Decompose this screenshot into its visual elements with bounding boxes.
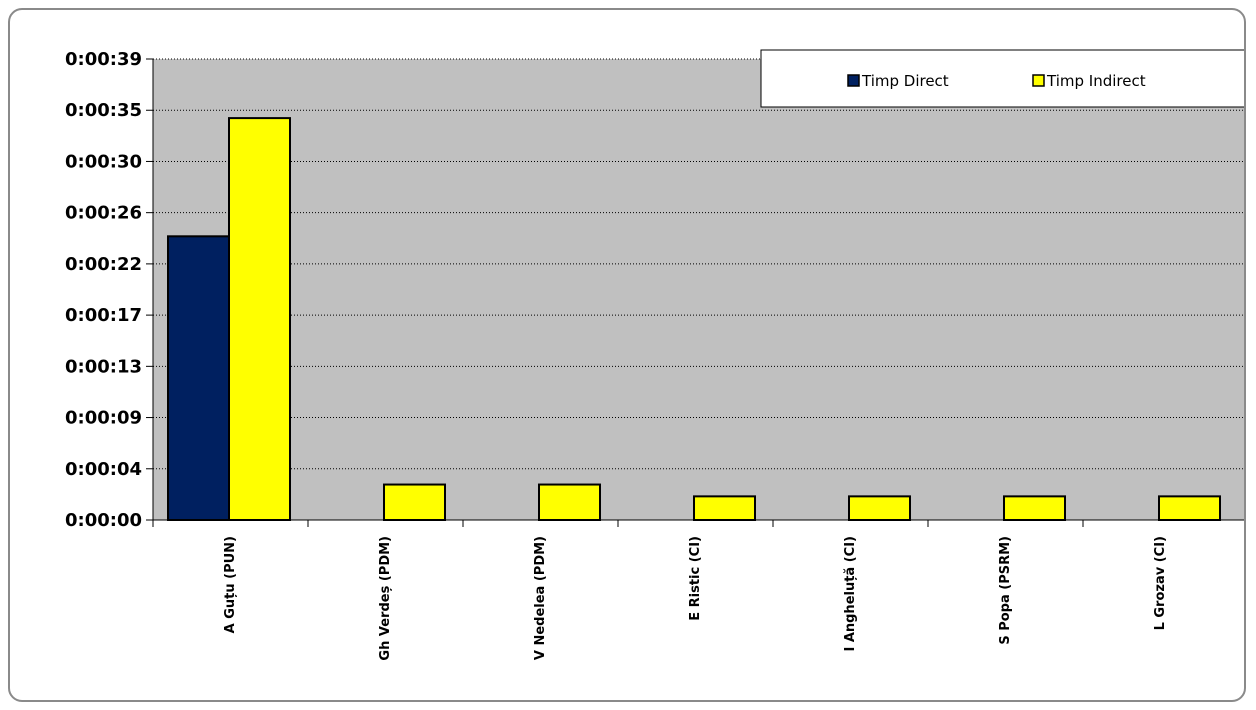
legend-label: Timp Indirect	[1046, 72, 1146, 90]
y-tick-label: 0:00:39	[65, 49, 142, 70]
y-tick-label: 0:00:00	[65, 510, 142, 531]
bar-indirect	[693, 495, 756, 522]
legend-swatch	[1032, 74, 1045, 87]
bar-indirect	[538, 483, 601, 521]
x-tick-label: A Guțu (PUN)	[223, 536, 238, 633]
y-tick-label: 0:00:30	[65, 151, 142, 172]
bar-indirect	[383, 483, 446, 521]
y-tick-label: 0:00:13	[65, 356, 142, 377]
bar-direct	[167, 235, 230, 522]
y-tick-label: 0:00:35	[65, 100, 142, 121]
bar-chart: 0:00:00 0:00:04 0:00:09 0:00:13 0:00:17 0:00:…	[65, 49, 1244, 661]
y-tick-label: 0:00:22	[65, 254, 142, 275]
bar-indirect	[228, 117, 291, 521]
legend-swatch	[847, 74, 860, 87]
legend-label: Timp Direct	[861, 72, 949, 90]
x-tick-label: I Angheluță (CI)	[843, 536, 858, 652]
chart-frame: 0:00:00 0:00:04 0:00:09 0:00:13 0:00:17 0:00:…	[8, 8, 1246, 702]
x-tick-label: L Grozav (CI)	[1153, 536, 1168, 630]
legend-box	[760, 49, 1244, 108]
bar-indirect	[1003, 495, 1066, 522]
y-tick-label: 0:00:09	[65, 408, 142, 429]
x-tick-label: E Ristic (CI)	[688, 536, 703, 621]
bar-indirect	[848, 495, 911, 522]
y-tick-label: 0:00:26	[65, 203, 142, 224]
x-tick-label: S Popa (PSRM)	[998, 536, 1013, 645]
x-tick-label: Gh Verdeș (PDM)	[378, 536, 393, 661]
y-tick-label: 0:00:04	[65, 459, 142, 480]
bar-indirect	[1158, 495, 1221, 522]
y-tick-label: 0:00:17	[65, 305, 142, 326]
plot-area	[153, 59, 1244, 520]
x-tick-label: V Nedelea (PDM)	[533, 536, 548, 660]
